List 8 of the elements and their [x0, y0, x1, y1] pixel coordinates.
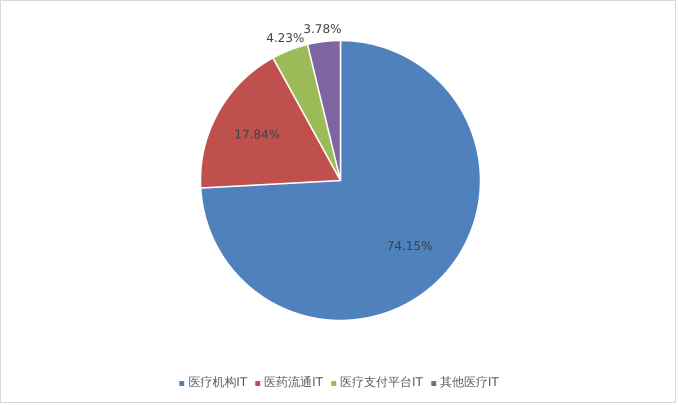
- legend-label: 医药流通IT: [264, 374, 323, 391]
- legend-label: 医疗支付平台IT: [340, 374, 423, 391]
- legend-label: 其他医疗IT: [440, 374, 499, 391]
- data-label: 74.15%: [386, 238, 432, 253]
- data-label: 3.78%: [303, 22, 342, 36]
- legend-label: 医疗机构IT: [188, 374, 248, 391]
- data-label: 4.23%: [266, 31, 304, 46]
- data-label: 17.84%: [234, 127, 280, 142]
